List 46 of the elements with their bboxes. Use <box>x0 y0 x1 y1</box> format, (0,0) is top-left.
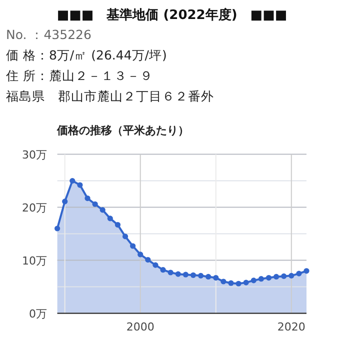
point <box>54 226 60 232</box>
point <box>84 195 90 202</box>
point <box>145 256 151 263</box>
text: 価 格：8万/㎡ (26.44万/坪) <box>6 48 167 62</box>
text: 住 所：麓山２－１３－９ <box>5 68 153 83</box>
point <box>236 280 242 286</box>
point <box>190 272 196 278</box>
point <box>114 222 121 228</box>
point <box>243 280 249 286</box>
point <box>100 207 106 213</box>
point <box>77 182 83 188</box>
point <box>258 276 264 282</box>
point <box>138 252 144 258</box>
y-tick-label: 0万 <box>29 307 47 320</box>
point <box>288 272 294 278</box>
point <box>198 272 204 278</box>
point <box>175 271 181 277</box>
point <box>304 268 310 274</box>
point <box>122 234 128 240</box>
point <box>206 274 212 280</box>
text: No. ：435226 <box>6 27 92 42</box>
point <box>160 267 166 273</box>
point <box>92 201 98 207</box>
point <box>107 216 113 222</box>
chart-title: ■■■ 基準地価 (2022年度) ■■■ <box>56 7 288 23</box>
x-tick-label: 2000 <box>126 320 154 334</box>
point <box>168 270 174 276</box>
chart-subtitle: 価格の推移（平米あたり） <box>56 124 189 137</box>
point <box>152 262 158 268</box>
point <box>266 274 272 281</box>
y-tick-label: 10万 <box>22 254 47 268</box>
point <box>62 198 68 204</box>
point <box>273 274 280 280</box>
point <box>70 178 76 184</box>
point <box>281 273 287 279</box>
y-tick-label: 30万 <box>22 148 47 162</box>
x-tick-label: 2020 <box>277 320 306 334</box>
point <box>228 280 234 286</box>
point <box>130 243 136 249</box>
point <box>250 278 256 284</box>
point <box>182 272 188 278</box>
point <box>296 270 302 276</box>
text: 福島県 郡山市麓山２丁目６２番外 <box>6 88 214 104</box>
y-tick-label: 20万 <box>22 201 47 214</box>
point <box>213 274 219 281</box>
point <box>220 278 226 284</box>
